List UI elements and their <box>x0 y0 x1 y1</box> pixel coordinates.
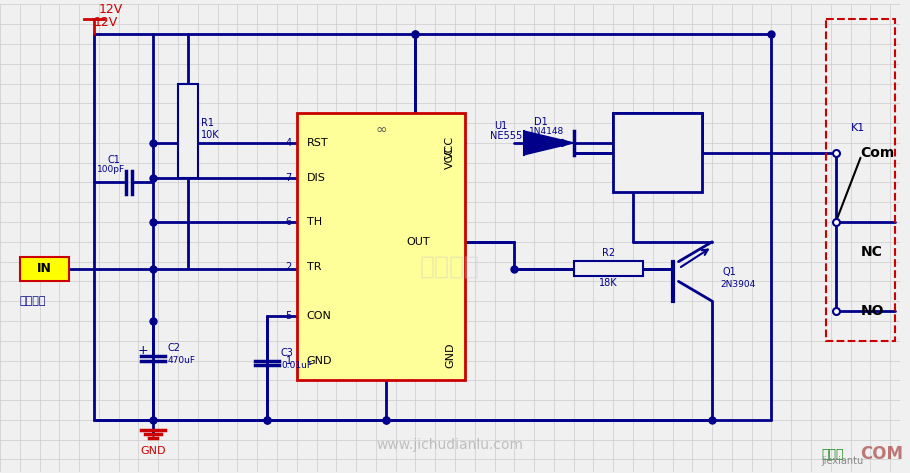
Bar <box>178 84 197 177</box>
Bar <box>573 261 642 276</box>
Text: TR: TR <box>307 262 321 272</box>
Text: R2: R2 <box>602 248 615 258</box>
Bar <box>20 257 69 281</box>
Text: C3: C3 <box>281 348 294 358</box>
Text: VCC: VCC <box>445 136 455 159</box>
Text: 5: 5 <box>286 311 292 321</box>
Bar <box>613 113 703 193</box>
Text: DIS: DIS <box>307 173 326 183</box>
Text: IN: IN <box>37 262 52 275</box>
Text: 1N4148: 1N4148 <box>529 127 564 136</box>
Text: ∞: ∞ <box>375 123 387 137</box>
Text: 18K: 18K <box>599 279 618 289</box>
Text: D1: D1 <box>534 117 548 127</box>
Text: 2: 2 <box>286 262 292 272</box>
Text: RST: RST <box>307 138 329 148</box>
Text: 12V: 12V <box>99 3 123 17</box>
Text: R1: R1 <box>201 118 214 128</box>
Text: GND: GND <box>445 343 455 368</box>
Text: NC: NC <box>861 245 883 259</box>
Text: 2N3904: 2N3904 <box>720 280 755 289</box>
Text: Q1: Q1 <box>722 266 736 277</box>
Text: NO: NO <box>861 304 884 318</box>
Text: 6: 6 <box>286 217 292 227</box>
Text: CON: CON <box>307 311 331 321</box>
Bar <box>297 113 465 380</box>
Text: K1: K1 <box>851 123 864 133</box>
Text: Com: Com <box>861 146 895 160</box>
Text: 7: 7 <box>286 173 292 183</box>
Text: 12V: 12V <box>94 16 118 29</box>
Text: jiexiantu: jiexiantu <box>821 456 864 466</box>
Text: 接线图: 接线图 <box>821 448 844 461</box>
Text: 电子懒人: 电子懒人 <box>420 254 480 279</box>
Text: C2: C2 <box>167 342 180 353</box>
Text: www.jichudianlu.com: www.jichudianlu.com <box>377 438 523 452</box>
Text: 10K: 10K <box>201 130 219 140</box>
Text: VCC: VCC <box>445 146 455 169</box>
Text: 4: 4 <box>286 138 292 148</box>
Text: 1: 1 <box>286 356 292 366</box>
Text: +: + <box>137 344 148 357</box>
Polygon shape <box>524 131 573 155</box>
Text: 100pF: 100pF <box>96 165 125 174</box>
Text: GND: GND <box>307 356 332 366</box>
Text: COM: COM <box>861 446 904 464</box>
Text: TH: TH <box>307 217 322 227</box>
Text: U1: U1 <box>494 121 508 131</box>
Text: OUT: OUT <box>407 237 430 247</box>
Text: C1: C1 <box>107 155 120 165</box>
Text: 470uF: 470uF <box>167 356 195 365</box>
Text: 触摸输入: 触摸输入 <box>20 296 46 306</box>
Text: GND: GND <box>140 446 166 455</box>
Text: 0.01uF: 0.01uF <box>281 361 312 370</box>
Text: NE555: NE555 <box>490 131 521 141</box>
